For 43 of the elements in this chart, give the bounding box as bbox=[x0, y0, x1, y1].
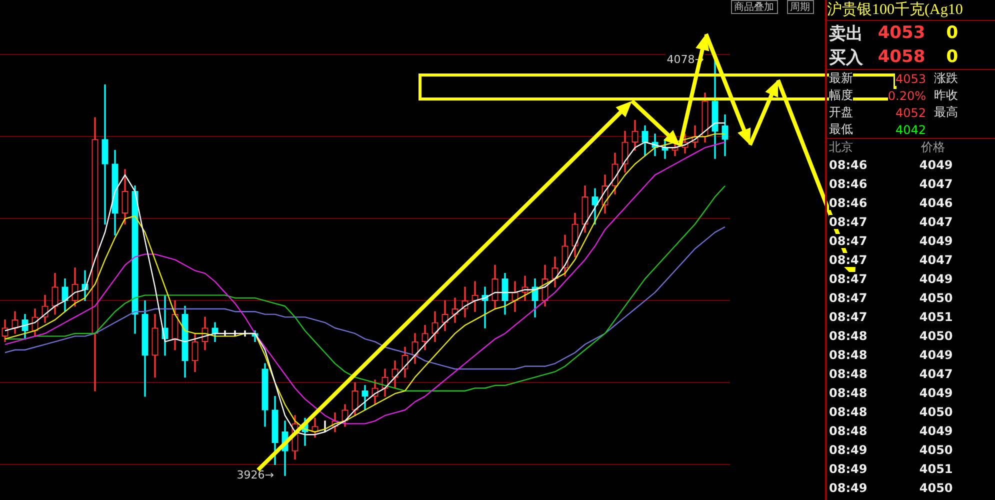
text: 北京 bbox=[829, 140, 853, 154]
text: 开盘 bbox=[829, 105, 853, 119]
text: 幅度 bbox=[829, 88, 853, 102]
text: 沪贵银100千克(Ag10 bbox=[827, 0, 995, 21]
text: 08:47 4049 bbox=[829, 272, 953, 286]
text: 08:49 4051 bbox=[829, 462, 953, 476]
text: 涨跌 bbox=[934, 71, 958, 85]
text: 周期 bbox=[790, 1, 810, 14]
text: 价格 bbox=[921, 140, 945, 154]
candlestick bbox=[472, 281, 478, 312]
text: 商品叠加 bbox=[734, 1, 774, 14]
text: 08:47 4047 bbox=[829, 215, 953, 229]
annotation: 3926→ bbox=[236, 468, 274, 482]
text: 08:48 4049 bbox=[829, 348, 953, 362]
text: 最新 bbox=[829, 71, 853, 85]
text: 08:46 4049 bbox=[829, 158, 953, 172]
text: 08:47 4051 bbox=[829, 310, 953, 324]
text: 卖出 bbox=[829, 24, 863, 44]
text: 08:47 4050 bbox=[829, 291, 953, 305]
text: 4052 bbox=[895, 106, 926, 120]
text: 4058 bbox=[878, 47, 926, 67]
text: 08:49 4050 bbox=[829, 443, 953, 457]
text: 4053 bbox=[878, 23, 926, 43]
candlestick bbox=[102, 84, 108, 224]
text: 08:48 4049 bbox=[829, 386, 953, 400]
text: 08:48 4050 bbox=[829, 405, 953, 419]
text: 0 bbox=[946, 23, 958, 43]
text: 08:46 4046 bbox=[829, 196, 953, 210]
text: 最高 bbox=[934, 105, 958, 119]
text: 0 bbox=[946, 47, 958, 67]
text: 08:49 4050 bbox=[829, 481, 953, 495]
text: 08:47 4047 bbox=[829, 253, 953, 267]
text: 最低 bbox=[829, 122, 853, 136]
text: 08:48 4050 bbox=[829, 329, 953, 343]
text: 08:46 4047 bbox=[829, 177, 953, 191]
text: 买入 bbox=[829, 48, 863, 68]
text: 08:47 4049 bbox=[829, 234, 953, 248]
text: 08:48 4049 bbox=[829, 424, 953, 438]
text: 4042 bbox=[895, 122, 926, 136]
text: 4053 bbox=[895, 72, 926, 86]
text: 昨收 bbox=[934, 88, 958, 102]
text: 08:48 4047 bbox=[829, 367, 953, 381]
text: 0.20% bbox=[888, 88, 926, 102]
